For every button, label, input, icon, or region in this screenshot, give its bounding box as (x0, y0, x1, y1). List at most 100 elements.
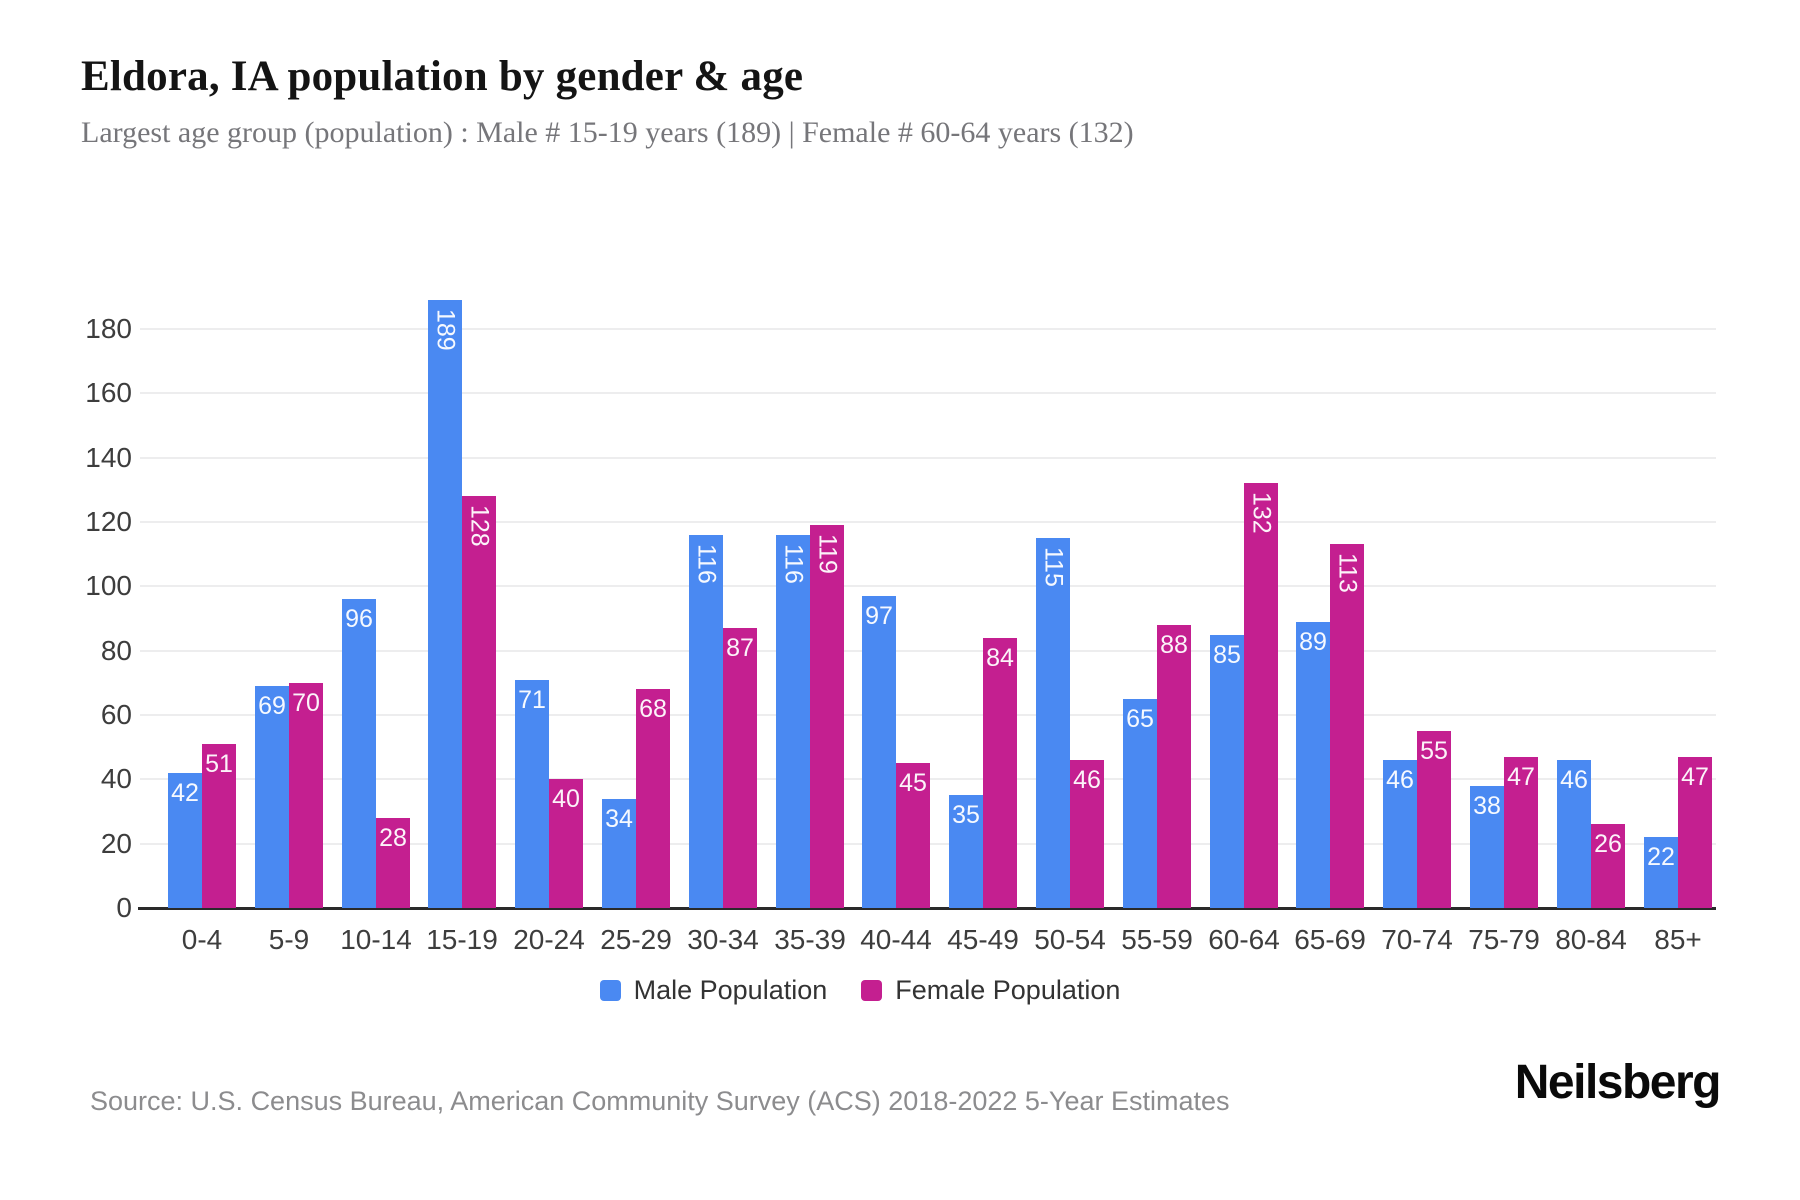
bar-male[interactable]: 42 (168, 773, 202, 908)
x-axis-label: 75-79 (1468, 924, 1540, 955)
bar-male[interactable]: 71 (515, 680, 549, 908)
y-tick-label: 80 (100, 634, 132, 666)
bar-value-label: 28 (379, 824, 407, 852)
x-axis-label: 10-14 (340, 924, 412, 955)
bar-value-label: 46 (1386, 766, 1414, 794)
bar-male[interactable]: 96 (342, 599, 376, 908)
x-axis-line (138, 907, 1716, 910)
bar-female[interactable]: 113 (1330, 544, 1364, 908)
bar-male[interactable]: 46 (1557, 760, 1591, 908)
bar-female[interactable]: 88 (1157, 625, 1191, 908)
bar-male[interactable]: 85 (1210, 635, 1244, 908)
bar-female[interactable]: 132 (1244, 483, 1278, 908)
x-axis-label: 80-84 (1555, 924, 1627, 955)
bar-value-label: 65 (1126, 705, 1154, 733)
bar-female[interactable]: 46 (1070, 760, 1104, 908)
y-tick-label: 60 (100, 698, 132, 730)
bar-female[interactable]: 119 (810, 525, 844, 908)
x-axis-label: 50-54 (1034, 924, 1106, 955)
bar-value-label: 22 (1647, 843, 1675, 871)
bar-value-label: 47 (1507, 763, 1535, 791)
bar-male[interactable]: 34 (602, 799, 636, 908)
bar-female[interactable]: 128 (462, 496, 496, 908)
x-axis-label: 0-4 (181, 924, 223, 955)
bar-value-label: 115 (1039, 547, 1068, 587)
bar-male[interactable]: 22 (1644, 837, 1678, 908)
chart-title: Eldora, IA population by gender & age (81, 53, 804, 100)
bar-value-label: 116 (692, 544, 721, 584)
bar-value-label: 89 (1299, 628, 1327, 656)
x-axis-label: 60-64 (1208, 924, 1280, 955)
y-tick-label: 140 (85, 441, 132, 473)
bar-value-label: 119 (813, 534, 842, 574)
gridline (140, 649, 1716, 652)
bar-value-label: 45 (899, 769, 927, 797)
bar-male[interactable]: 116 (689, 535, 723, 908)
source-text: Source: U.S. Census Bureau, American Com… (90, 1086, 1230, 1116)
bar-male[interactable]: 115 (1036, 538, 1070, 908)
x-axis-label: 20-24 (513, 924, 585, 955)
bar-male[interactable]: 69 (255, 686, 289, 908)
bar-male[interactable]: 46 (1383, 760, 1417, 908)
x-axis-label: 25-29 (600, 924, 672, 955)
x-axis-label: 5-9 (268, 924, 310, 955)
bar-male[interactable]: 116 (776, 535, 810, 908)
bar-value-label: 55 (1420, 737, 1448, 765)
y-tick-label: 160 (85, 377, 132, 409)
bar-female[interactable]: 70 (289, 683, 323, 908)
bar-female[interactable]: 26 (1591, 824, 1625, 908)
bar-value-label: 68 (639, 695, 667, 723)
chart-legend: Male Population Female Population (0, 975, 1720, 1006)
bar-value-label: 51 (205, 750, 233, 778)
x-axis-label: 45-49 (947, 924, 1019, 955)
bar-value-label: 35 (952, 801, 980, 829)
gridline (140, 327, 1716, 330)
bar-value-label: 96 (345, 605, 373, 633)
bar-value-label: 70 (292, 689, 320, 717)
legend-swatch-male (599, 980, 621, 1001)
gridline (140, 392, 1716, 395)
bar-value-label: 71 (518, 686, 546, 714)
x-axis-label: 40-44 (860, 924, 932, 955)
bar-female[interactable]: 87 (723, 628, 757, 908)
bar-male[interactable]: 97 (862, 596, 896, 908)
y-tick-label: 0 (116, 892, 132, 923)
x-axis-label: 55-59 (1121, 924, 1193, 955)
bar-male[interactable]: 189 (428, 300, 462, 908)
gridline (140, 456, 1716, 459)
bar-value-label: 26 (1594, 830, 1622, 858)
bar-female[interactable]: 40 (549, 779, 583, 908)
x-axis-label: 30-34 (687, 924, 759, 955)
bar-value-label: 84 (986, 644, 1014, 672)
bar-value-label: 40 (552, 785, 580, 813)
legend-label: Male Population (633, 975, 828, 1005)
bar-value-label: 88 (1160, 631, 1188, 659)
bar-male[interactable]: 35 (949, 795, 983, 908)
bar-female[interactable]: 84 (983, 638, 1017, 908)
chart-subtitle: Largest age group (population) : Male # … (81, 116, 1134, 149)
bar-value-label: 116 (779, 544, 808, 584)
x-axis-label: 65-69 (1294, 924, 1366, 955)
bar-female[interactable]: 47 (1504, 757, 1538, 908)
bar-value-label: 128 (465, 505, 494, 547)
brand-logo: Neilsberg (1514, 1056, 1722, 1109)
legend-item-male[interactable]: Male Population (599, 975, 828, 1006)
bar-male[interactable]: 89 (1296, 622, 1330, 908)
bar-female[interactable]: 51 (202, 744, 236, 908)
bar-value-label: 85 (1213, 641, 1241, 669)
bar-female[interactable]: 68 (636, 689, 670, 908)
x-axis-label: 85+ (1654, 924, 1702, 955)
bar-value-label: 46 (1073, 766, 1101, 794)
bar-female[interactable]: 45 (896, 763, 930, 908)
bar-female[interactable]: 55 (1417, 731, 1451, 908)
bar-female[interactable]: 28 (376, 818, 410, 908)
bar-male[interactable]: 65 (1123, 699, 1157, 908)
bar-value-label: 189 (431, 309, 460, 351)
bar-value-label: 132 (1247, 492, 1276, 534)
legend-item-female[interactable]: Female Population (861, 975, 1120, 1006)
gridline (140, 585, 1716, 588)
bar-male[interactable]: 38 (1470, 786, 1504, 908)
bar-female[interactable]: 47 (1678, 757, 1712, 908)
